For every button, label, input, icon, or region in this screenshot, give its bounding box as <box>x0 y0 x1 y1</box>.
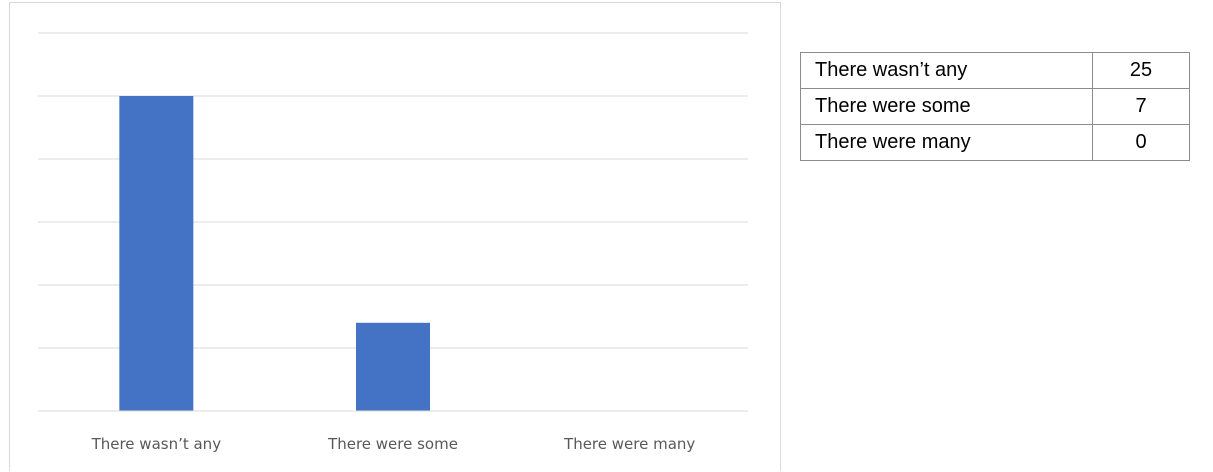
chart-plot: There wasn’t any There were some There wer… <box>38 32 748 453</box>
data-table: There wasn’t any 25 There were some 7 Th… <box>800 52 1190 161</box>
table-row: There were many 0 <box>800 124 1190 161</box>
bar <box>119 96 194 411</box>
x-tick-label: There were many <box>563 435 695 453</box>
table-cell-value: 7 <box>1092 88 1190 125</box>
table-row: There wasn’t any 25 <box>800 52 1190 89</box>
table-cell-label: There wasn’t any <box>800 52 1093 89</box>
table-cell-label: There were some <box>800 88 1093 125</box>
table-cell-value: 0 <box>1092 124 1190 161</box>
x-tick-label: There wasn’t any <box>91 435 222 453</box>
x-tick-label: There were some <box>327 435 458 453</box>
bar-chart: There wasn’t any There were some There wer… <box>9 2 781 471</box>
bar <box>356 322 430 411</box>
table-cell-value: 25 <box>1092 52 1190 89</box>
table-cell-label: There were many <box>800 124 1093 161</box>
table-row: There were some 7 <box>800 88 1190 125</box>
